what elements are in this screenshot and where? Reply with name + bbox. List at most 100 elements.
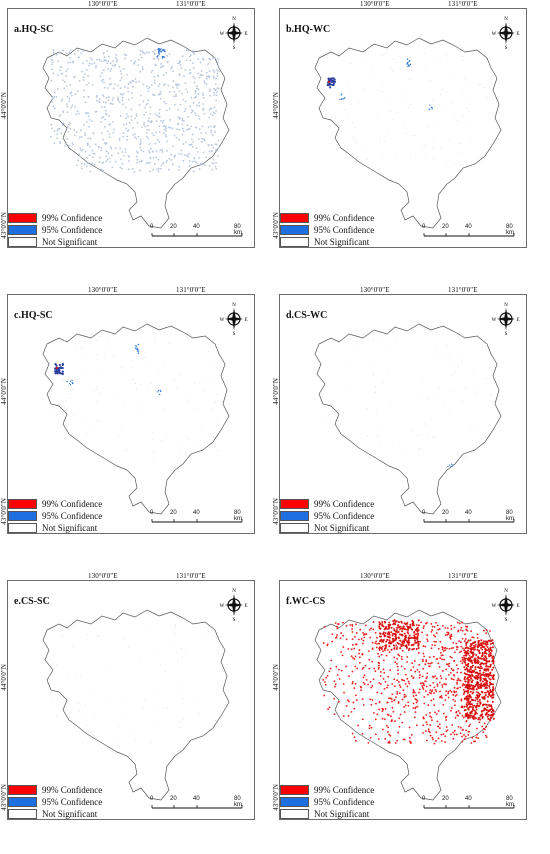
cluster-cell (375, 386, 376, 388)
cluster-cell (167, 84, 170, 87)
cluster-cell (199, 734, 201, 736)
cluster-cell (416, 724, 418, 727)
cluster-cell (385, 724, 388, 727)
cluster-cell (323, 626, 326, 628)
cluster-cell (351, 628, 353, 630)
cluster-cell (485, 709, 488, 712)
cluster-cell (461, 656, 464, 659)
cluster-cell (395, 628, 398, 631)
cluster-cell (139, 94, 142, 97)
cluster-cell (120, 72, 123, 75)
cluster-cell (138, 80, 141, 83)
cluster-cell (212, 162, 215, 165)
cluster-cell (216, 425, 218, 427)
cluster-cell (53, 142, 56, 145)
cluster-cell (193, 81, 196, 84)
cluster-cell (466, 712, 469, 714)
cluster-cell (160, 664, 162, 666)
cluster-cell (477, 718, 480, 721)
cluster-cell (379, 136, 381, 138)
cluster-cell (376, 691, 379, 694)
cluster-cell (402, 98, 404, 100)
cluster-cell (439, 56, 441, 58)
cluster-cell (158, 52, 160, 54)
cluster-cell (463, 705, 466, 708)
cluster-cell (482, 640, 485, 643)
cluster-cell (358, 101, 360, 103)
cluster-cell (112, 87, 115, 90)
cluster-cell (466, 629, 469, 632)
cluster-cell (154, 335, 156, 337)
cluster-cell (114, 83, 116, 86)
cluster-cell (486, 377, 488, 379)
cluster-cell (207, 126, 210, 128)
cluster-cell (122, 132, 125, 135)
cluster-cell (78, 136, 81, 139)
cluster-cell (108, 157, 111, 159)
cluster-cell (491, 688, 494, 691)
legend: 99% Confidence 95% Confidence Not Signific… (280, 784, 374, 820)
cluster-cell (481, 710, 484, 713)
cluster-cell (144, 125, 146, 128)
cluster-cell (50, 79, 53, 82)
cluster-cell (354, 655, 357, 658)
cluster-cell (410, 733, 413, 736)
cluster-cell (125, 123, 128, 125)
cluster-cell (355, 643, 358, 646)
cluster-cell (391, 700, 393, 703)
cluster-cell (389, 641, 392, 644)
legend-swatch (280, 224, 309, 235)
cluster-cell (119, 115, 122, 117)
cluster-cell (459, 679, 462, 682)
cluster-cell (472, 654, 475, 657)
cluster-cell (442, 703, 445, 706)
cluster-cell (459, 726, 462, 729)
cluster-cell (361, 718, 364, 721)
cluster-cell (214, 124, 216, 127)
cluster-cell (424, 53, 426, 55)
cluster-cell (104, 109, 107, 112)
cluster-cell (79, 674, 81, 676)
cluster-cell (415, 624, 418, 626)
cluster-cell (461, 637, 464, 640)
cluster-cell (418, 691, 420, 694)
cluster-cell (414, 706, 417, 709)
cluster-cell (81, 148, 84, 151)
legend-swatch (8, 224, 37, 235)
cluster-cell (478, 676, 481, 679)
cluster-cell (381, 728, 384, 731)
cluster-cell (130, 60, 133, 62)
scale-tick-label: 80 km (506, 510, 514, 522)
cluster-cell (201, 57, 204, 60)
cluster-cell (188, 165, 191, 167)
cluster-cell (463, 666, 466, 669)
scale-bar: 0 20 40 80 km (422, 796, 522, 814)
cluster-cell (69, 56, 72, 59)
cluster-cell (441, 624, 444, 627)
cluster-cell (466, 646, 469, 649)
cluster-cell (152, 169, 155, 171)
cluster-cell (401, 641, 404, 644)
cluster-cell (478, 699, 481, 702)
cluster-cell (161, 121, 164, 124)
cluster-cell (172, 70, 174, 73)
cluster-cell (114, 63, 117, 66)
cluster-cell (469, 705, 472, 708)
legend-swatch (8, 522, 37, 533)
cluster-cell (422, 724, 425, 727)
cluster-cell (479, 672, 482, 675)
cluster-cell (210, 108, 213, 110)
cluster-cell (183, 120, 185, 122)
cluster-cell (445, 715, 448, 718)
cluster-cell (469, 645, 472, 648)
cluster-cell (407, 704, 410, 707)
cluster-cell (464, 77, 466, 79)
cluster-cell (326, 674, 329, 677)
cluster-cell (392, 119, 394, 121)
cluster-cell (53, 409, 55, 411)
cluster-cell (427, 730, 430, 732)
map-panel-1: 130°0'0"E 131°0'0"E 44°0'0"N 43°0'0"N a.… (0, 0, 260, 250)
cluster-cell (91, 149, 94, 152)
cluster-cell (468, 658, 471, 661)
cluster-cell (108, 133, 111, 136)
